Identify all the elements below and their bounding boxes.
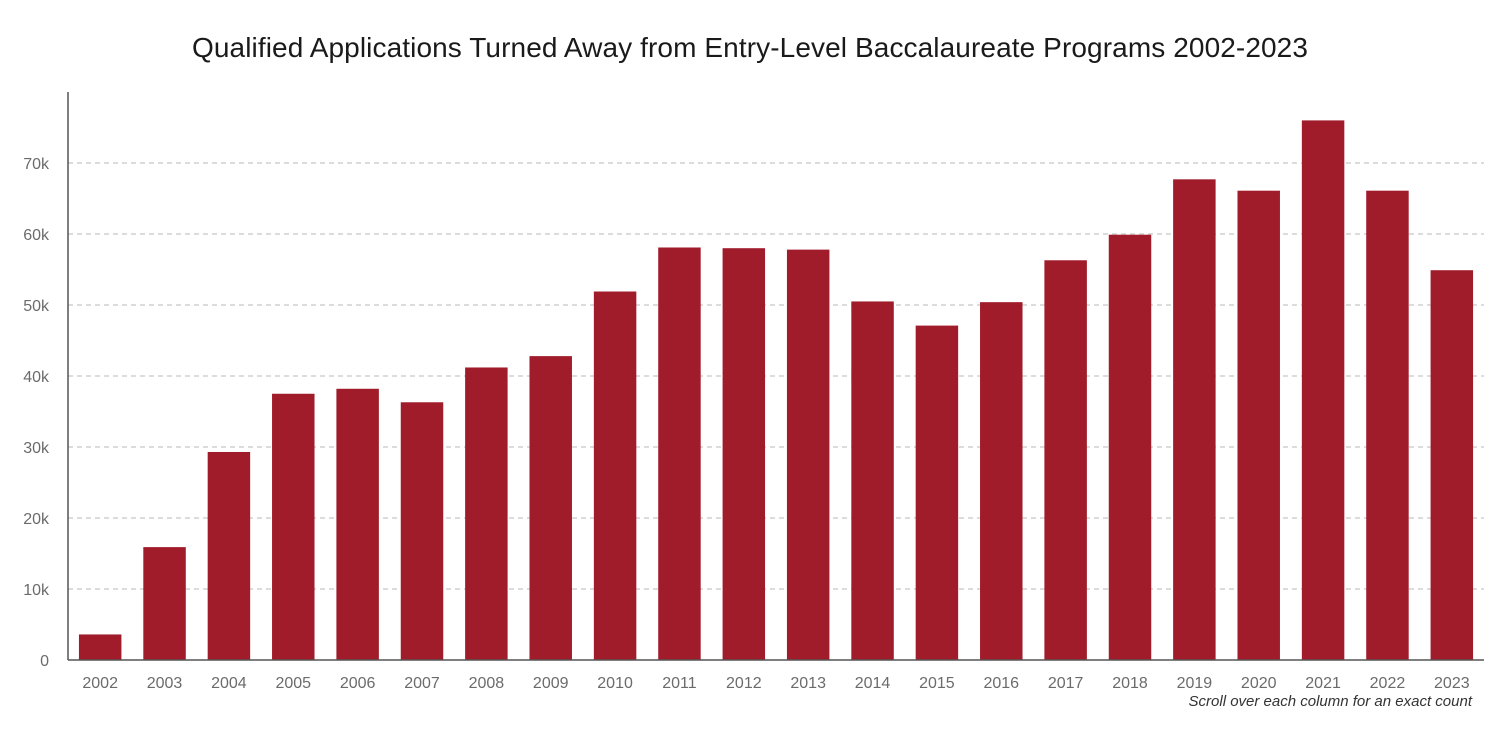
y-tick-label: 30k: [23, 440, 50, 457]
chart-title: Qualified Applications Turned Away from …: [191, 32, 1309, 63]
y-tick-label: 50k: [23, 298, 50, 315]
bar-2017[interactable]: [1044, 260, 1087, 660]
x-tick-label: 2017: [1048, 675, 1084, 692]
bar-2009[interactable]: [529, 356, 572, 660]
x-tick-label: 2023: [1434, 675, 1470, 692]
x-tick-label: 2009: [533, 675, 569, 692]
bar-2004[interactable]: [207, 451, 251, 660]
y-tick-label: 0: [40, 653, 49, 670]
x-tick-label: 2007: [404, 675, 440, 692]
bar-2005[interactable]: [272, 393, 315, 660]
x-tick-label: 2021: [1305, 675, 1341, 692]
x-tick-label: 2022: [1370, 675, 1406, 692]
bar-2011[interactable]: [658, 247, 701, 661]
x-tick-label: 2003: [147, 675, 183, 692]
x-tick-label: 2013: [790, 675, 826, 692]
x-tick-label: 2019: [1177, 675, 1213, 692]
y-tick-label: 10k: [23, 582, 50, 599]
footnote: Scroll over each column for an exact cou…: [1188, 693, 1472, 710]
x-tick-label: 2004: [211, 675, 247, 692]
bar-2018[interactable]: [1108, 234, 1152, 660]
bar-2020[interactable]: [1237, 190, 1280, 660]
x-tick-label: 2002: [82, 675, 118, 692]
x-tick-label: 2005: [275, 675, 311, 692]
y-tick-label: 40k: [23, 369, 50, 386]
bar-2016[interactable]: [980, 302, 1023, 660]
bar-2008[interactable]: [465, 367, 508, 660]
bar-2023[interactable]: [1430, 270, 1474, 660]
bar-2007[interactable]: [400, 402, 444, 660]
x-tick-label: 2015: [919, 675, 955, 692]
y-tick-label: 20k: [23, 511, 50, 528]
bar-2002[interactable]: [78, 634, 122, 660]
bar-2006[interactable]: [336, 388, 379, 660]
y-axis-ticks: 0 10k 20k 30k 40k 50k 60k 70k: [23, 156, 50, 670]
x-tick-label: 2014: [855, 675, 891, 692]
x-tick-label: 2008: [469, 675, 505, 692]
y-tick-label: 60k: [23, 227, 50, 244]
x-axis-ticks: 2002 2003 2004 2005 2006 2007 2008 2009 2010 2011…: [82, 675, 1469, 692]
x-tick-label: 2016: [983, 675, 1019, 692]
y-tick-label: 70k: [23, 156, 50, 173]
x-tick-label: 2010: [597, 675, 633, 692]
bars: [78, 120, 1474, 661]
x-tick-label: 2020: [1241, 675, 1277, 692]
bar-2012[interactable]: [722, 248, 766, 660]
bar-2022[interactable]: [1366, 190, 1409, 660]
x-tick-label: 2012: [726, 675, 762, 692]
x-tick-label: 2018: [1112, 675, 1148, 692]
x-tick-label: 2011: [662, 675, 697, 692]
bar-2021[interactable]: [1301, 120, 1345, 660]
x-tick-label: 2006: [340, 675, 376, 692]
bar-2019[interactable]: [1173, 179, 1216, 660]
bar-2015[interactable]: [915, 325, 959, 660]
bar-2010[interactable]: [593, 291, 637, 660]
bar-2003[interactable]: [143, 547, 186, 660]
axes: [67, 92, 1484, 661]
bar-2013[interactable]: [786, 249, 830, 660]
bar-2014[interactable]: [851, 301, 894, 660]
